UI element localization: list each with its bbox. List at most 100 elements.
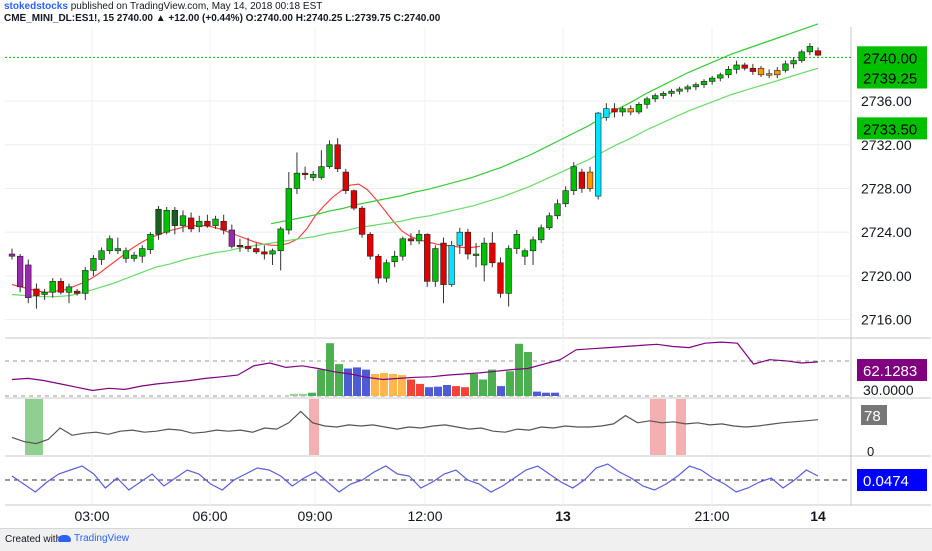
- candle-body: [147, 234, 154, 250]
- candle-body: [57, 281, 64, 293]
- candle-body: [90, 258, 97, 271]
- candle-body: [464, 231, 472, 255]
- osc2-highlight-band: [650, 399, 666, 455]
- published-text: published on TradingView.com, May 14, 20…: [70, 1, 323, 12]
- candle-body: [383, 262, 390, 279]
- candle-body: [676, 88, 683, 92]
- osc1-value-box: [857, 359, 927, 381]
- candle-body: [196, 220, 203, 228]
- osc3-line: [11, 463, 819, 493]
- moving-average-slow: [11, 67, 819, 298]
- candle-body: [595, 112, 602, 197]
- candle-body: [342, 171, 349, 191]
- candle-body: [700, 81, 708, 85]
- candle-body: [228, 229, 235, 247]
- price-tick-label: 2724.00: [861, 224, 912, 240]
- histogram-bar: [389, 374, 397, 396]
- candle-body: [65, 286, 73, 293]
- histogram-bar: [515, 343, 523, 396]
- histogram-bar: [542, 392, 550, 396]
- candle-body: [814, 50, 822, 56]
- osc2-highlight-band: [676, 399, 686, 455]
- candle-body: [269, 250, 276, 255]
- tradingview-brand-text: TradingView: [74, 533, 130, 544]
- histogram-bar: [299, 393, 307, 396]
- candle-body: [684, 86, 691, 90]
- created-with-text: Created with: [5, 534, 62, 545]
- histogram-bar: [380, 372, 388, 396]
- candle-body: [741, 64, 748, 69]
- histogram-bar: [506, 371, 514, 396]
- candle-body: [334, 144, 341, 170]
- candle-body: [25, 264, 32, 299]
- candle-body: [391, 255, 398, 262]
- candle-body: [562, 190, 569, 205]
- candle-body: [578, 171, 586, 189]
- histogram-bar: [551, 392, 559, 396]
- candle-body: [33, 288, 40, 296]
- histogram-bar: [470, 374, 478, 396]
- histogram-bar: [497, 386, 505, 396]
- candle-body: [725, 69, 732, 76]
- candle-body: [790, 60, 797, 65]
- tradingview-cloud-icon: [58, 534, 71, 542]
- publish-line: stokedstocks published on TradingView.co…: [4, 1, 924, 13]
- candle-body: [749, 67, 757, 72]
- candle-body: [643, 98, 651, 105]
- candle-body: [41, 291, 48, 295]
- histogram-bar: [488, 369, 496, 396]
- candle-body: [163, 210, 170, 233]
- candle-body: [122, 250, 130, 259]
- symbol-line: CME_MINI_DL:ES1!, 15 2740.00 ▲ +12.00 (+…: [4, 13, 441, 24]
- candle-body: [782, 63, 789, 71]
- candle-body: [277, 228, 284, 252]
- candle-body: [318, 166, 325, 178]
- candle-body: [155, 208, 162, 235]
- candle-body: [456, 231, 463, 246]
- candle-body: [586, 171, 594, 189]
- histogram-bar: [461, 387, 469, 396]
- histogram-bar: [290, 393, 298, 396]
- candle-body: [774, 70, 781, 76]
- osc1-value-text: 62.1283: [863, 363, 917, 380]
- osc2-value-text: 78: [864, 408, 881, 425]
- candle-body: [16, 255, 24, 288]
- candle-body: [806, 46, 814, 53]
- histogram-bar: [335, 364, 343, 396]
- candle-body: [505, 248, 512, 294]
- osc3-value-text: 0.0474: [863, 473, 909, 490]
- oscillator-pane-3: [5, 463, 851, 493]
- candle-body: [668, 90, 675, 94]
- candle-body: [82, 270, 89, 294]
- candle-body: [733, 64, 740, 70]
- candle-body: [497, 262, 504, 294]
- candle-body: [717, 74, 724, 79]
- time-tick-label: 03:00: [74, 508, 109, 524]
- osc2-zero-tick: 0: [867, 444, 874, 459]
- histogram-bar: [344, 368, 352, 396]
- tradingview-logo[interactable]: TradingView: [58, 533, 129, 544]
- price-label-text: 2740.00: [863, 50, 917, 67]
- histogram-bar: [407, 379, 415, 396]
- candle-body: [350, 190, 358, 209]
- osc2-line: [11, 410, 819, 445]
- candle-body: [8, 253, 16, 257]
- candle-body: [440, 242, 447, 285]
- candle-body: [798, 51, 805, 61]
- chart-canvas[interactable]: 2716.00 2720.00 2724.00 2728.00 2732.00 2736.…: [0, 0, 932, 528]
- candle-body: [472, 253, 480, 256]
- histogram-bar: [398, 375, 406, 396]
- candle-body: [692, 84, 700, 88]
- candle-body: [187, 217, 195, 230]
- time-tick-label: 21:00: [694, 508, 729, 524]
- candle-body: [521, 250, 529, 257]
- candle-body: [538, 227, 545, 241]
- candle-body: [757, 67, 765, 76]
- candle-body: [635, 104, 643, 113]
- candle-body: [367, 234, 374, 257]
- osc1-level-text: 30.0000: [863, 382, 914, 398]
- candle-body: [130, 254, 138, 259]
- candle-body: [244, 246, 252, 249]
- candle-body: [73, 290, 81, 294]
- author-link[interactable]: stokedstocks: [4, 1, 68, 12]
